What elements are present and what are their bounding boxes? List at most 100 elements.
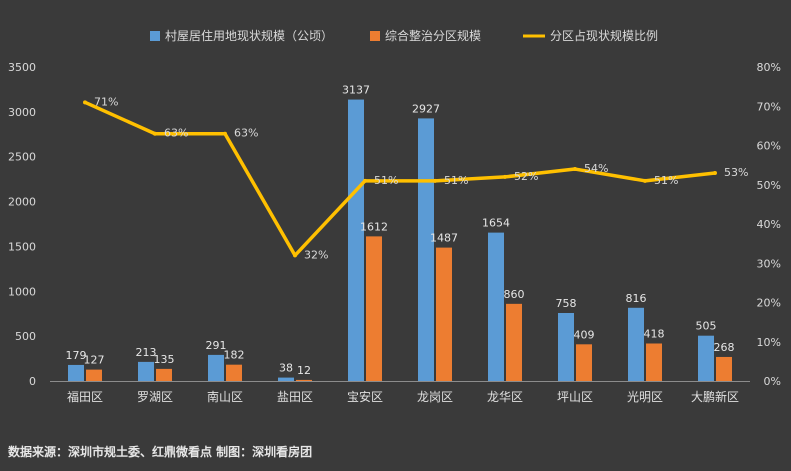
ratio-point	[153, 131, 157, 136]
ratio-label: 53%	[724, 166, 748, 179]
ratio-label: 63%	[164, 127, 188, 140]
left-tick-label: 2000	[8, 196, 36, 209]
bar-value-label: 135	[154, 353, 175, 366]
left-axis: 0 500 1000 1500 2000 2500 3000 3500	[8, 61, 36, 388]
bar-value-label: 213	[136, 346, 157, 359]
right-axis: 0% 10% 20% 30% 40% 50% 60% 70% 80%	[757, 61, 781, 388]
category-label: 大鹏新区	[691, 389, 739, 404]
category-label: 坪山区	[557, 390, 593, 404]
category-label: 南山区	[207, 389, 243, 404]
bar-village-housing	[138, 361, 154, 381]
legend-label: 分区占现状规模比例	[550, 28, 658, 43]
left-tick-label: 0	[29, 375, 36, 388]
category-label: 龙岗区	[417, 390, 453, 404]
category-label: 罗湖区	[137, 389, 173, 404]
category-label: 龙华区	[487, 390, 523, 404]
ratio-label: 51%	[374, 174, 398, 187]
category-label: 福田区	[67, 389, 103, 404]
left-tick-label: 1000	[8, 285, 36, 298]
source-note: 数据来源：深圳市规土委、红鼎微看点 制图：深圳看房团	[8, 444, 312, 459]
legend-swatch	[370, 31, 380, 41]
bar-renovation-zone	[646, 343, 662, 381]
bar-village-housing	[698, 335, 714, 381]
bar-value-label: 182	[224, 349, 245, 362]
left-tick-label: 3500	[8, 61, 36, 74]
category-axis: 福田区 罗湖区 南山区 盐田区 宝安区 龙岗区 龙华区 坪山区 光明区 大鹏新区	[50, 381, 750, 404]
right-tick-label: 50%	[757, 179, 781, 192]
right-tick-label: 40%	[757, 218, 781, 231]
bar-village-housing	[488, 232, 504, 381]
ratio-line-layer: 71% 63% 63% 32% 51% 51% 52% 54% 51% 53%	[83, 95, 748, 261]
bar-value-label: 291	[206, 339, 227, 352]
right-tick-label: 60%	[757, 140, 781, 153]
bar-value-label: 1487	[430, 232, 458, 245]
ratio-point	[573, 167, 577, 172]
bar-village-housing	[348, 99, 364, 381]
bar-value-label: 418	[644, 327, 665, 340]
bar-value-label: 179	[66, 349, 87, 362]
legend-label: 综合整治分区规模	[385, 28, 481, 43]
ratio-label: 71%	[94, 95, 118, 108]
bar-value-label: 1612	[360, 220, 388, 233]
ratio-label: 54%	[584, 162, 608, 175]
ratio-point	[503, 174, 507, 179]
right-tick-label: 20%	[757, 297, 781, 310]
bar-village-housing	[558, 312, 574, 381]
bar-renovation-zone	[576, 344, 592, 381]
bar-value-label: 860	[504, 288, 525, 301]
ratio-point	[363, 178, 367, 183]
bar-value-label: 38	[279, 362, 293, 375]
ratio-label: 63%	[234, 127, 258, 140]
bar-renovation-zone	[506, 303, 522, 381]
left-tick-label: 500	[15, 330, 36, 343]
right-tick-label: 0%	[764, 375, 781, 388]
ratio-line	[84, 100, 716, 258]
bar-renovation-zone	[436, 247, 452, 381]
bar-renovation-zone	[296, 379, 312, 381]
ratio-point	[713, 170, 717, 175]
right-tick-label: 30%	[757, 257, 781, 270]
right-tick-label: 80%	[757, 61, 781, 74]
left-tick-label: 2500	[8, 151, 36, 164]
bar-village-housing	[628, 307, 644, 381]
ratio-point	[83, 100, 87, 105]
ratio-label: 52%	[514, 170, 538, 183]
bar-value-label: 505	[696, 320, 717, 333]
ratio-label: 32%	[304, 248, 328, 261]
bar-renovation-zone	[716, 356, 732, 381]
category-label: 盐田区	[277, 390, 313, 404]
bar-renovation-zone	[86, 369, 102, 381]
category-label: 宝安区	[347, 389, 383, 404]
ratio-point	[293, 253, 297, 258]
ratio-point	[643, 178, 647, 183]
bar-value-label: 127	[84, 354, 105, 367]
ratio-label: 51%	[444, 174, 468, 187]
bar-value-label: 2927	[412, 102, 440, 115]
bar-renovation-zone	[226, 364, 242, 381]
bar-village-housing	[208, 354, 224, 381]
right-tick-label: 10%	[757, 336, 781, 349]
bar-renovation-zone	[156, 368, 172, 381]
bar-village-housing	[418, 118, 434, 382]
bar-village-housing	[278, 377, 294, 381]
bar-village-housing	[68, 364, 84, 381]
bar-value-label: 816	[626, 292, 647, 305]
ratio-label: 51%	[654, 174, 678, 187]
left-tick-label: 1500	[8, 240, 36, 253]
bar-value-label: 758	[556, 297, 577, 310]
legend-swatch	[150, 31, 160, 41]
bar-renovation-zone	[366, 236, 382, 381]
right-tick-label: 70%	[757, 100, 781, 113]
bar-value-label: 409	[574, 328, 595, 341]
left-tick-label: 3000	[8, 106, 36, 119]
ratio-point	[223, 131, 227, 136]
bar-value-label: 268	[714, 341, 735, 354]
bar-value-label: 12	[297, 364, 311, 377]
legend: 村屋居住用地现状规模（公顷） 综合整治分区规模 分区占现状规模比例	[150, 28, 658, 43]
bar-value-label: 1654	[482, 217, 510, 230]
category-label: 光明区	[627, 390, 663, 404]
legend-label: 村屋居住用地现状规模（公顷）	[165, 28, 333, 43]
ratio-point	[433, 178, 437, 183]
